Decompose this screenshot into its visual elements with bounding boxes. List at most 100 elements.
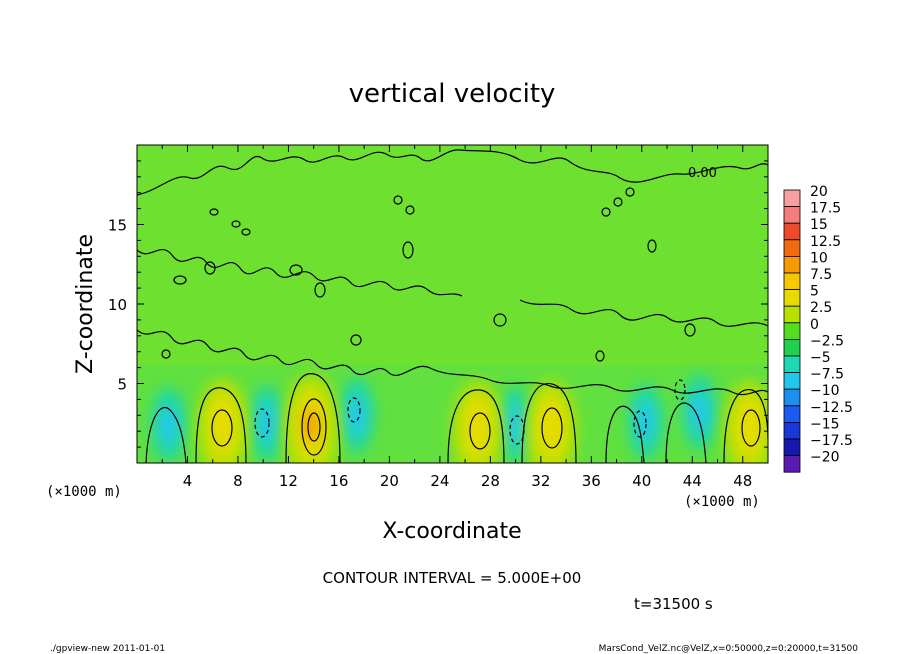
- colorbar-swatch: [783, 322, 801, 340]
- contour-label: 0.00: [688, 166, 717, 181]
- contour-w5-cell-1: [211, 409, 233, 447]
- x-tick-labels: 4 8 12 16 20 24 28 32 36 40 44 48: [183, 472, 753, 490]
- updraft-2-core: [303, 406, 320, 443]
- updraft-1-mid: [208, 394, 238, 456]
- contour-wm5-cell-3: [633, 410, 647, 438]
- colorbar-swatch: [783, 289, 801, 307]
- x-axis-title: X-coordinate: [382, 519, 521, 544]
- y-axis-title: Z-coordinate: [73, 234, 98, 374]
- y-tick-label: 10: [108, 296, 127, 314]
- downdraft-4-core: [506, 404, 525, 445]
- zero-contour-lower: [137, 329, 768, 396]
- downdraft-2-core: [257, 403, 276, 444]
- contour-blob: [647, 239, 657, 253]
- contour-blob: [289, 264, 303, 276]
- colorbar-level-label: −7.5: [810, 367, 844, 383]
- contour-wm5-cell-1: [254, 408, 270, 438]
- colorbar-level-label: 7.5: [810, 267, 832, 283]
- colorbar-swatch: [783, 372, 801, 390]
- contour-interval-text: CONTOUR INTERVAL = 5.000E+00: [323, 569, 582, 587]
- time-label: t=31500 s: [634, 595, 713, 613]
- contour-blob: [241, 228, 251, 236]
- x-unit-label-left: (×1000 m): [46, 484, 122, 500]
- colorbar-swatch: [783, 206, 801, 224]
- colorbar-swatch: [783, 455, 801, 473]
- colorbar-swatch: [783, 189, 801, 208]
- colorbar-swatch: [783, 222, 801, 241]
- contour-blob: [684, 323, 696, 337]
- y-tick-label: 15: [108, 217, 127, 235]
- colorbar-level-label: 10: [810, 250, 828, 266]
- downdraft-shading: [150, 374, 718, 463]
- updraft-4-mid: [536, 395, 566, 458]
- contour-blob: [595, 350, 605, 362]
- x-tick-label: 48: [733, 472, 752, 490]
- contour-wm5-cell-5: [674, 379, 686, 401]
- colorbar-level-label: 12.5: [810, 234, 841, 250]
- x-tick-label: 8: [233, 472, 243, 490]
- x-tick-label: 16: [329, 472, 348, 490]
- x-tick-label: 20: [380, 472, 399, 490]
- contour-w5-cell-2: [301, 398, 327, 456]
- colorbar-level-label: 20: [810, 184, 828, 200]
- x-tick-label: 40: [632, 472, 651, 490]
- colorbar-level-label: −5: [810, 350, 831, 366]
- colorbar-level-label: −17.5: [810, 433, 853, 449]
- contour-wm5-cell-4: [347, 397, 361, 423]
- contour-blob: [204, 261, 216, 275]
- x-tick-label: 24: [430, 472, 449, 490]
- contour-wm5-cell-2: [509, 415, 525, 445]
- zero-contour-middle: [137, 248, 768, 327]
- colorbar-swatch: [783, 388, 801, 407]
- downdraft-3-core: [347, 395, 366, 436]
- colorbar-swatch: [783, 255, 801, 274]
- x-tick-label: 32: [531, 472, 550, 490]
- colorbar-swatch: [783, 405, 801, 423]
- colorbar-level-label: 5: [810, 284, 819, 300]
- colorbar-level-label: −10: [810, 383, 840, 399]
- footer-left: ./gpview-new 2011-01-01: [50, 644, 165, 654]
- downdraft-6-core: [690, 392, 709, 433]
- colorbar-swatch: [783, 305, 801, 324]
- contour-w5-cell-4: [541, 407, 563, 449]
- plot-area: 0.00: [136, 144, 769, 464]
- colorbar-swatch: [783, 355, 801, 374]
- downdraft-1-core: [159, 404, 178, 445]
- colorbar-swatch: [783, 338, 801, 357]
- colorbar-swatch: [783, 438, 801, 457]
- colorbar-level-label: 0: [810, 317, 819, 333]
- contour-blob: [402, 241, 414, 259]
- updraft-shading: [197, 374, 768, 463]
- contour-blob: [314, 282, 326, 298]
- contour-blob: [231, 220, 241, 228]
- chart-title: vertical velocity: [349, 79, 556, 109]
- contour-blob: [350, 334, 362, 346]
- contour-w10-cell-2: [307, 412, 321, 442]
- colorbar-labels: 2017.51512.5107.552.50−2.5−5−7.5−10−12.5…: [810, 184, 853, 466]
- contour-blob: [209, 208, 219, 216]
- updraft-5-mid: [734, 396, 764, 457]
- x-unit-label-right: (×1000 m): [684, 494, 760, 510]
- contour-blob: [625, 187, 635, 197]
- colorbar-level-label: −2.5: [810, 333, 844, 349]
- y-tick-labels: 5 10 15: [108, 217, 127, 394]
- zero-contour-cells: [145, 373, 768, 463]
- contour-w5-cell-5: [741, 409, 761, 447]
- colorbar-level-label: −20: [810, 450, 840, 466]
- contour-blob: [173, 275, 187, 285]
- y-tick-label: 5: [117, 376, 127, 394]
- contour-lines: [137, 149, 768, 463]
- x-tick-label: 36: [582, 472, 601, 490]
- contour-blob: [161, 349, 171, 359]
- colorbar-swatch: [783, 421, 801, 440]
- colorbar-level-label: 2.5: [810, 300, 832, 316]
- contour-blob: [613, 197, 623, 207]
- axis-ticks: [137, 145, 768, 463]
- x-tick-label: 12: [279, 472, 298, 490]
- footer-right: MarsCond_VelZ.nc@VelZ,x=0:50000,z=0:2000…: [599, 644, 859, 654]
- contour-blob: [405, 205, 415, 215]
- contour-blob: [493, 313, 507, 327]
- x-tick-label: 44: [683, 472, 702, 490]
- colorbar-level-label: −12.5: [810, 400, 853, 416]
